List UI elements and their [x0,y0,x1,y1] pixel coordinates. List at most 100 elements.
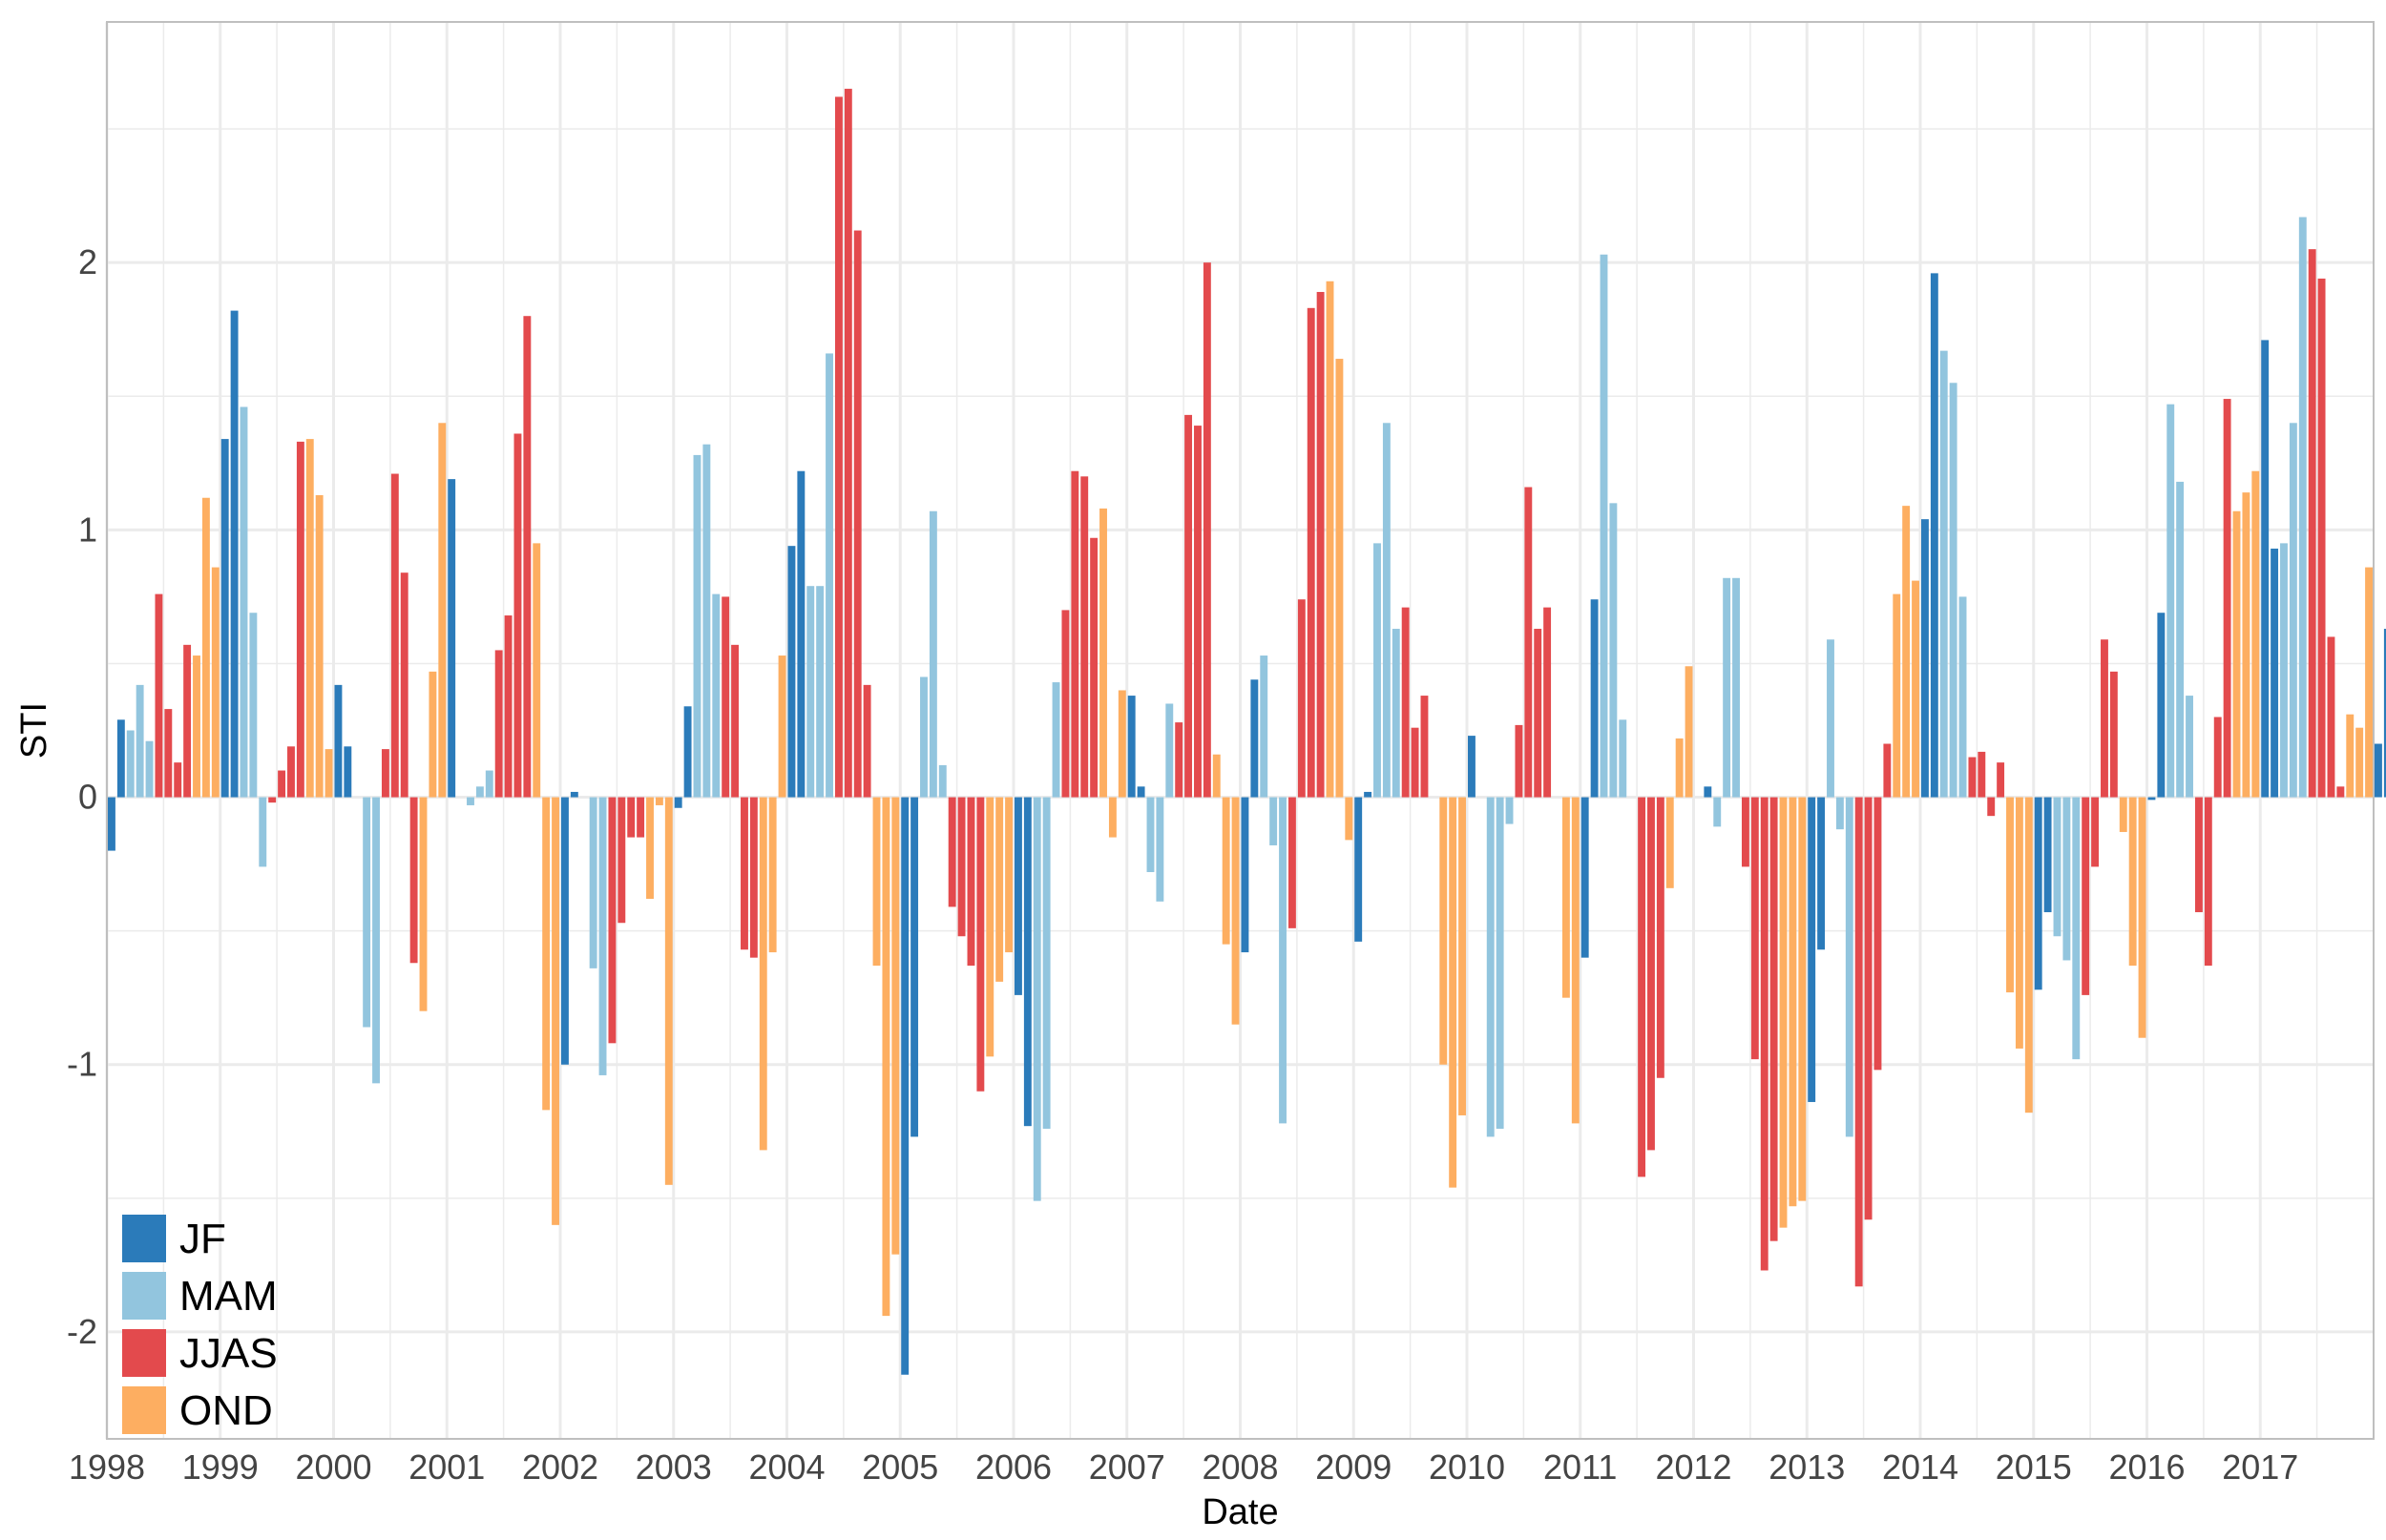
bar-1998-6-jjas [155,593,163,798]
legend-label-jf: JF [179,1216,226,1262]
bar-2014-8-jjas [1987,797,1996,817]
bar-2012-4-mam [1723,577,1731,798]
bar-2016-2-jf [2157,613,2166,798]
bar-2005-9-jjas [976,797,985,1092]
x-tick-label: 2005 [862,1447,938,1487]
bar-2015-8-jjas [2101,639,2108,798]
x-tick-label: 2011 [1543,1447,1617,1487]
x-tick-label: 2004 [748,1447,825,1487]
bar-2016-4-mam [2176,481,2185,798]
bar-2014-4-mam [1949,383,1957,798]
bar-2009-7-jjas [1411,727,1419,798]
bar-2015-6-jjas [2082,797,2090,995]
bar-2006-5-mam [1052,682,1060,798]
bar-1999-4-mam [249,613,258,798]
x-tick-label: 2010 [1429,1447,1505,1487]
bar-2006-10-ond [1099,508,1107,798]
legend-swatch-jjas [122,1329,166,1377]
bar-2003-1-jf [674,797,682,808]
x-tick-label: 2000 [295,1447,371,1487]
bar-2001-8-jjas [513,433,522,798]
x-tick-label: 2008 [1202,1447,1278,1487]
bar-2001-1-jf [448,479,456,798]
bar-1998-12-ond [211,567,220,798]
bar-2006-11-ond [1108,797,1117,838]
bar-2017-12-ond [2365,567,2373,798]
bar-2013-7-jjas [1864,797,1873,1220]
bar-2015-3-mam [2053,797,2062,937]
bar-2005-5-mam [938,764,947,798]
bar-2013-11-ond [1902,506,1911,798]
x-tick-label: 2013 [1769,1447,1845,1487]
bar-2011-8-jjas [1647,797,1655,1151]
bar-2015-9-jjas [2109,671,2118,798]
bar-2015-4-mam [2062,797,2071,961]
bar-2014-10-ond [2006,797,2014,993]
bar-1999-11-ond [315,494,324,798]
x-tick-label: 2016 [2108,1447,2185,1487]
bar-2010-8-jjas [1534,629,1542,798]
bar-2008-9-jjas [1316,291,1325,798]
bar-1998-8-jjas [174,762,182,798]
bar-1998-2-jf [116,719,125,798]
bar-2008-3-mam [1260,656,1268,798]
bar-2014-2-jf [1930,273,1938,798]
x-tick-label: 2003 [636,1447,712,1487]
bar-2004-5-mam [826,353,833,798]
y-tick-label: -2 [67,1312,97,1351]
bar-2003-2-jf [683,706,692,798]
bar-2009-10-ond [1439,797,1448,1065]
bar-2002-12-ond [664,797,673,1185]
bar-2006-9-jjas [1090,537,1099,798]
bar-2013-10-ond [1893,593,1901,798]
bar-2015-7-jjas [2091,797,2100,867]
bar-2007-1-jf [1127,696,1136,798]
bar-2011-10-ond [1665,797,1674,888]
bar-2010-5-mam [1505,797,1514,824]
bar-2001-9-jjas [523,316,532,798]
bar-2001-11-ond [542,797,551,1111]
bar-2008-10-ond [1326,281,1334,798]
bar-2013-5-mam [1845,797,1853,1137]
bar-2008-7-jjas [1297,599,1306,798]
bar-2011-11-ond [1675,738,1684,798]
bar-2012-3-mam [1713,797,1722,827]
bar-2012-12-ond [1798,797,1807,1201]
bar-2005-3-mam [920,676,928,798]
bar-1999-9-jjas [296,441,304,798]
bar-2005-2-jf [910,797,919,1137]
bar-2004-3-mam [806,586,815,798]
bar-2000-5-mam [372,797,380,1084]
bar-2014-12-ond [2024,797,2033,1113]
bar-2017-8-jjas [2327,636,2335,798]
bar-2003-9-jjas [749,797,758,958]
bar-2004-12-ond [891,797,900,1255]
bar-2010-1-jf [1468,736,1476,798]
bar-2001-10-ond [533,543,541,798]
bar-2017-13-jf [2375,743,2382,798]
major-gridlines [105,22,2374,1439]
bar-2008-11-ond [1335,359,1344,798]
legend-label-mam: MAM [179,1273,278,1320]
bar-2017-3-mam [2280,543,2288,798]
bar-1998-11-ond [201,497,210,798]
bar-2004-2-jf [797,470,806,798]
bar-2007-11-ond [1222,797,1230,945]
x-tick-label: 2007 [1089,1447,1165,1487]
bar-2015-1-jf [2034,797,2042,990]
bar-2007-4-mam [1156,797,1164,902]
bar-2009-1-jf [1354,797,1363,942]
minor-gridlines [107,22,2374,1439]
bar-2000-6-jjas [381,749,389,798]
bar-2003-10-ond [759,797,767,1151]
bar-2009-2-jf [1364,791,1372,798]
bar-2013-6-jjas [1854,797,1863,1287]
bar-2009-4-mam [1382,423,1391,798]
bar-1999-2-jf [230,310,239,798]
bar-1999-1-jf [220,439,229,798]
bar-2016-8-jjas [2213,717,2222,798]
bar-2017-14-jf [2383,629,2386,798]
legend-swatch-ond [122,1386,166,1434]
x-axis-title: Date [1202,1492,1278,1532]
bar-2008-1-jf [1241,797,1249,953]
